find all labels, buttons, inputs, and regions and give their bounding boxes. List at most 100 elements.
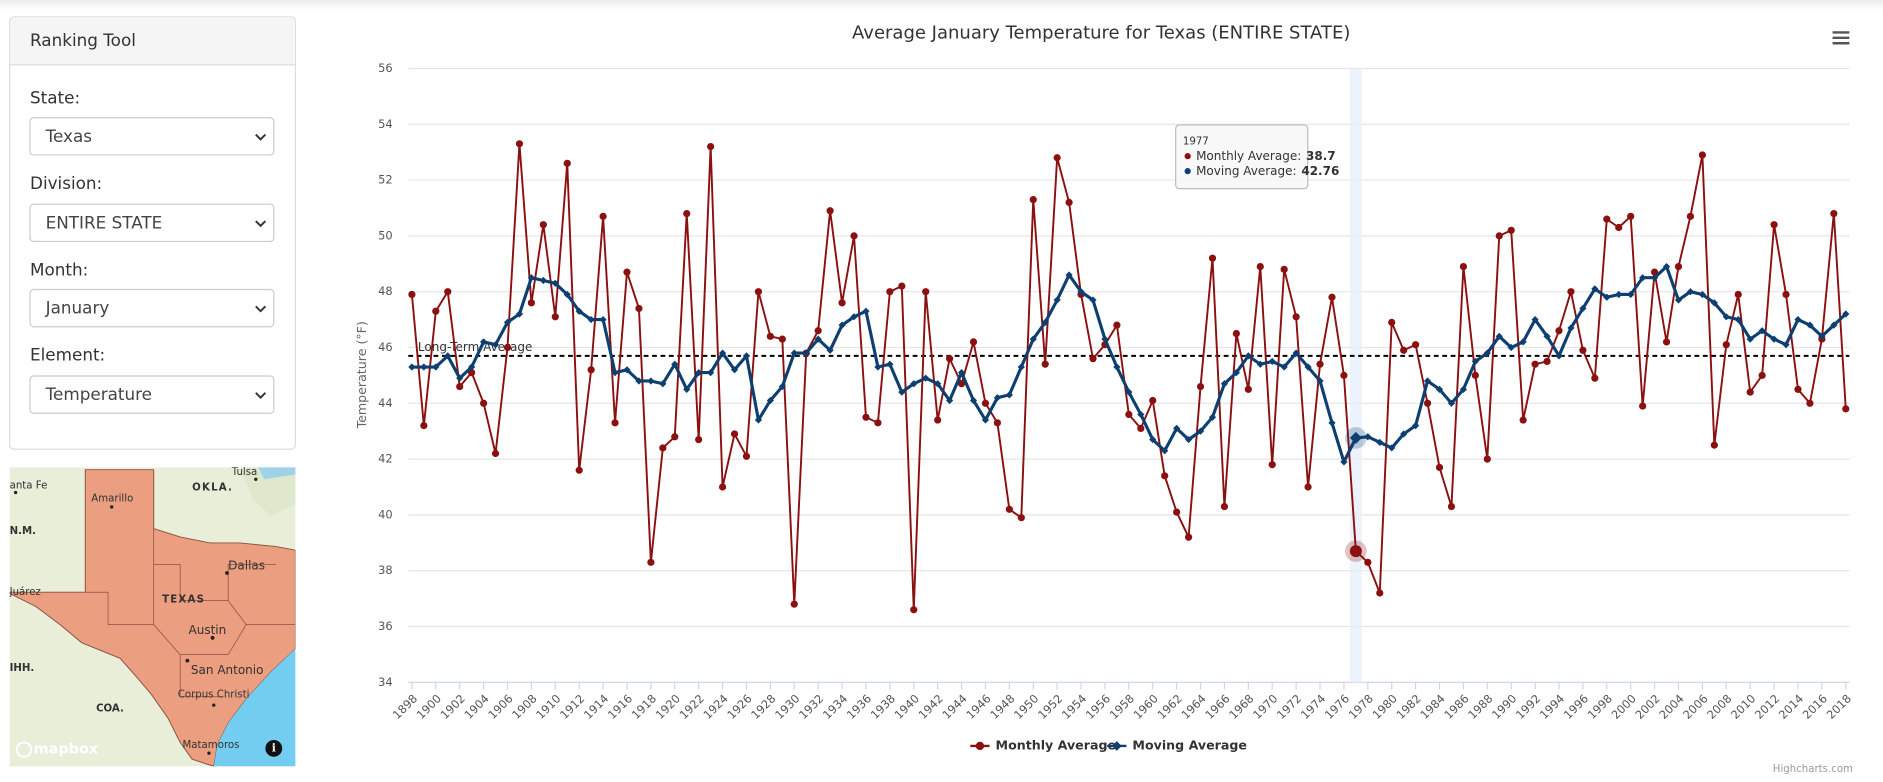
division-select[interactable]: ENTIRE STATE: [29, 203, 275, 243]
data-point: [408, 363, 416, 371]
data-point: [1435, 385, 1444, 393]
tooltip-value: 42.76: [1301, 164, 1339, 178]
field-label: Element:: [30, 345, 105, 365]
select-box[interactable]: [29, 117, 275, 156]
data-point: [1280, 265, 1288, 273]
tooltip-label: Moving Average:: [1196, 164, 1296, 178]
data-point: [1734, 315, 1742, 324]
city-dot: [110, 505, 114, 509]
data-point: [1782, 290, 1790, 299]
x-tick-label: 1908: [509, 691, 539, 721]
data-point: [1173, 508, 1181, 516]
info-icon[interactable]: i: [272, 741, 276, 754]
chevron[interactable]: [255, 220, 267, 228]
data-point: [1447, 399, 1456, 407]
data-point: [1017, 363, 1025, 371]
data-point: [934, 416, 942, 424]
data-point: [1280, 363, 1288, 371]
map-label: IHH.: [10, 663, 35, 674]
data-point: [420, 363, 428, 371]
map[interactable]: Tulsa anta Fe Amarillo OKLA. N.M. Dallas…: [9, 467, 296, 767]
data-point: [432, 307, 440, 315]
data-point: [1818, 332, 1826, 340]
data-point: [479, 399, 488, 407]
state-select[interactable]: Texas: [29, 117, 275, 156]
data-point: [695, 435, 703, 444]
y-tick-label: 42: [378, 452, 393, 466]
map-label: Tulsa: [231, 467, 258, 478]
y-axis-title: Temperature (°F): [354, 321, 369, 429]
texas-region[interactable]: [9, 469, 296, 767]
top-shadow: [0, 0, 1883, 10]
data-point: [551, 313, 559, 321]
x-tick-label: 1984: [1417, 691, 1447, 721]
element-select[interactable]: Temperature: [29, 375, 275, 414]
data-point: [1316, 360, 1324, 368]
select-box[interactable]: [29, 375, 275, 414]
data-point: [1519, 416, 1527, 424]
x-tick-label: 1982: [1393, 691, 1423, 721]
chart: Average January Temperature for Texas (E…: [354, 23, 1854, 775]
x-tick-label: 1934: [820, 691, 850, 721]
select-box[interactable]: [29, 288, 275, 328]
map-label: San Antonio: [191, 663, 264, 677]
x-tick-label: 2012: [1752, 691, 1782, 721]
data-point: [1471, 357, 1479, 366]
data-point: [1364, 433, 1372, 441]
select-value[interactable]: Texas: [45, 126, 92, 146]
data-point: [993, 394, 1002, 402]
data-point: [1794, 385, 1802, 393]
data-point: [1340, 371, 1348, 379]
tooltip-bullet: [1184, 168, 1191, 175]
lake: [258, 467, 296, 480]
data-point: [1746, 388, 1754, 396]
data-point: [1579, 346, 1587, 354]
legend-label[interactable]: Monthly Average: [996, 737, 1116, 752]
menu-icon[interactable]: [1832, 31, 1850, 45]
data-point: [527, 299, 535, 307]
x-tick-label: 1966: [1202, 691, 1232, 721]
data-point: [468, 363, 476, 371]
data-point: [1184, 435, 1193, 444]
mapbox-attribution[interactable]: mapbox: [34, 742, 99, 758]
select-value[interactable]: Temperature: [45, 384, 152, 404]
city-dot: [13, 490, 18, 495]
chevron[interactable]: [255, 133, 267, 141]
data-point: [1639, 402, 1647, 410]
data-point: [1328, 293, 1336, 301]
select-box[interactable]: [29, 203, 275, 243]
data-point: [647, 558, 655, 566]
chevron[interactable]: [255, 305, 267, 313]
x-tick-label: 1912: [557, 691, 587, 721]
data-point: [647, 377, 655, 385]
info-button[interactable]: [265, 739, 283, 757]
x-tick-label: 1918: [629, 691, 659, 721]
map-label: Dallas: [228, 558, 265, 572]
data-point: [1304, 363, 1312, 371]
data-point: [1053, 154, 1061, 162]
data-point: [1830, 209, 1838, 218]
data-point: [1244, 352, 1252, 360]
data-point: [456, 374, 464, 382]
data-point: [1770, 221, 1778, 229]
data-point: [1543, 332, 1551, 340]
data-point: [1603, 215, 1611, 223]
legend-label[interactable]: Moving Average: [1132, 737, 1247, 752]
select-value[interactable]: ENTIRE STATE: [46, 212, 163, 232]
data-point: [826, 207, 834, 215]
data-point: [1495, 232, 1503, 240]
data-point: [1758, 371, 1766, 379]
data-point: [408, 290, 416, 299]
x-tick-label: 1950: [1011, 691, 1041, 721]
month-select[interactable]: January: [29, 288, 275, 328]
data-point: [862, 413, 870, 421]
data-point: [1734, 290, 1742, 299]
map-label: OKLA.: [192, 483, 233, 494]
data-point: [730, 430, 739, 438]
select-value[interactable]: January: [45, 298, 110, 318]
menu-button[interactable]: [1830, 28, 1852, 49]
chevron[interactable]: [255, 392, 267, 399]
credits[interactable]: Highcharts.com: [1773, 764, 1853, 775]
data-point: [910, 380, 918, 388]
